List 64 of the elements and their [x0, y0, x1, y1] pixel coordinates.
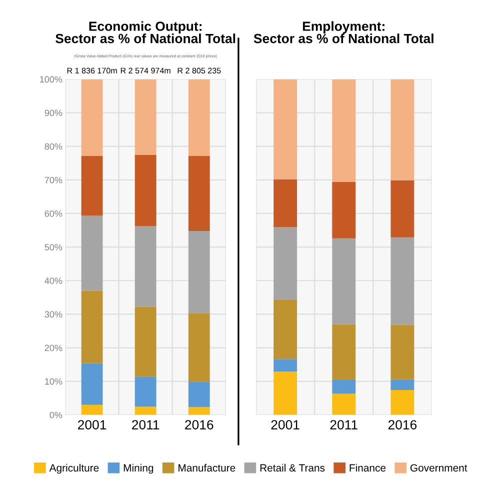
bar [81, 79, 103, 156]
bar [188, 79, 210, 156]
x-tick-label: 2016 [185, 420, 214, 430]
y-tick-label: 90% [44, 110, 62, 116]
bar [332, 182, 356, 238]
bar [81, 404, 103, 415]
bar [332, 324, 356, 380]
y-tick-label: 100% [40, 76, 62, 83]
bar [390, 180, 414, 238]
y-tick-label: 0% [50, 412, 62, 418]
bar [390, 237, 414, 325]
bar [274, 179, 298, 228]
bar [134, 226, 156, 307]
x-tick-label: 2001 [271, 420, 300, 430]
bar [134, 79, 156, 155]
bar [134, 376, 156, 407]
annotation: R 2 574 974m [120, 68, 170, 74]
bar [274, 299, 298, 360]
bar [81, 363, 103, 405]
y-tick-label: 30% [44, 311, 62, 318]
y-tick-label: 60% [44, 210, 62, 217]
bar [332, 380, 356, 394]
bar [188, 156, 210, 231]
bar [390, 379, 414, 390]
bar [332, 238, 356, 324]
bar [188, 407, 210, 415]
legend-label: Finance [350, 464, 386, 472]
bar [390, 390, 414, 415]
legend-label: Mining [124, 464, 154, 474]
y-tick-label: 50% [44, 244, 62, 250]
y-tick-label: 80% [44, 143, 62, 150]
x-tick-label: 2016 [388, 420, 417, 430]
legend-label: Manufacture [178, 464, 236, 472]
legend-label: Retail & Trans [260, 464, 325, 472]
bar [134, 306, 156, 377]
legend-label: Agriculture [49, 464, 99, 474]
chart-title: Economic Output: Sector as % of National Total [56, 21, 236, 44]
bar [274, 79, 298, 180]
bar [188, 382, 210, 408]
bar [274, 372, 298, 415]
x-tick-label: 2001 [78, 420, 106, 430]
bar [81, 216, 103, 291]
bar [390, 324, 414, 380]
bar [188, 313, 210, 382]
bar [332, 79, 356, 182]
x-tick-label: 2011 [132, 420, 160, 430]
bar [332, 394, 356, 415]
bar [274, 359, 298, 372]
legend-label: Government [410, 464, 468, 472]
bar [274, 227, 298, 300]
y-tick-label: 70% [44, 176, 62, 184]
bar [81, 156, 103, 216]
y-tick-label: 40% [44, 278, 62, 284]
bar [81, 290, 103, 364]
annotation: R 2 805 235 [178, 68, 221, 74]
chart-title: Employment: Sector as % of National Total [254, 21, 434, 44]
y-tick-label: 20% [44, 344, 62, 352]
annotation: R 1 836 170m [67, 68, 117, 74]
x-tick-label: 2011 [330, 420, 358, 430]
y-tick-label: 10% [45, 378, 62, 385]
bar [390, 79, 414, 180]
bar [134, 406, 156, 415]
bar [188, 230, 210, 314]
bar [134, 154, 156, 226]
